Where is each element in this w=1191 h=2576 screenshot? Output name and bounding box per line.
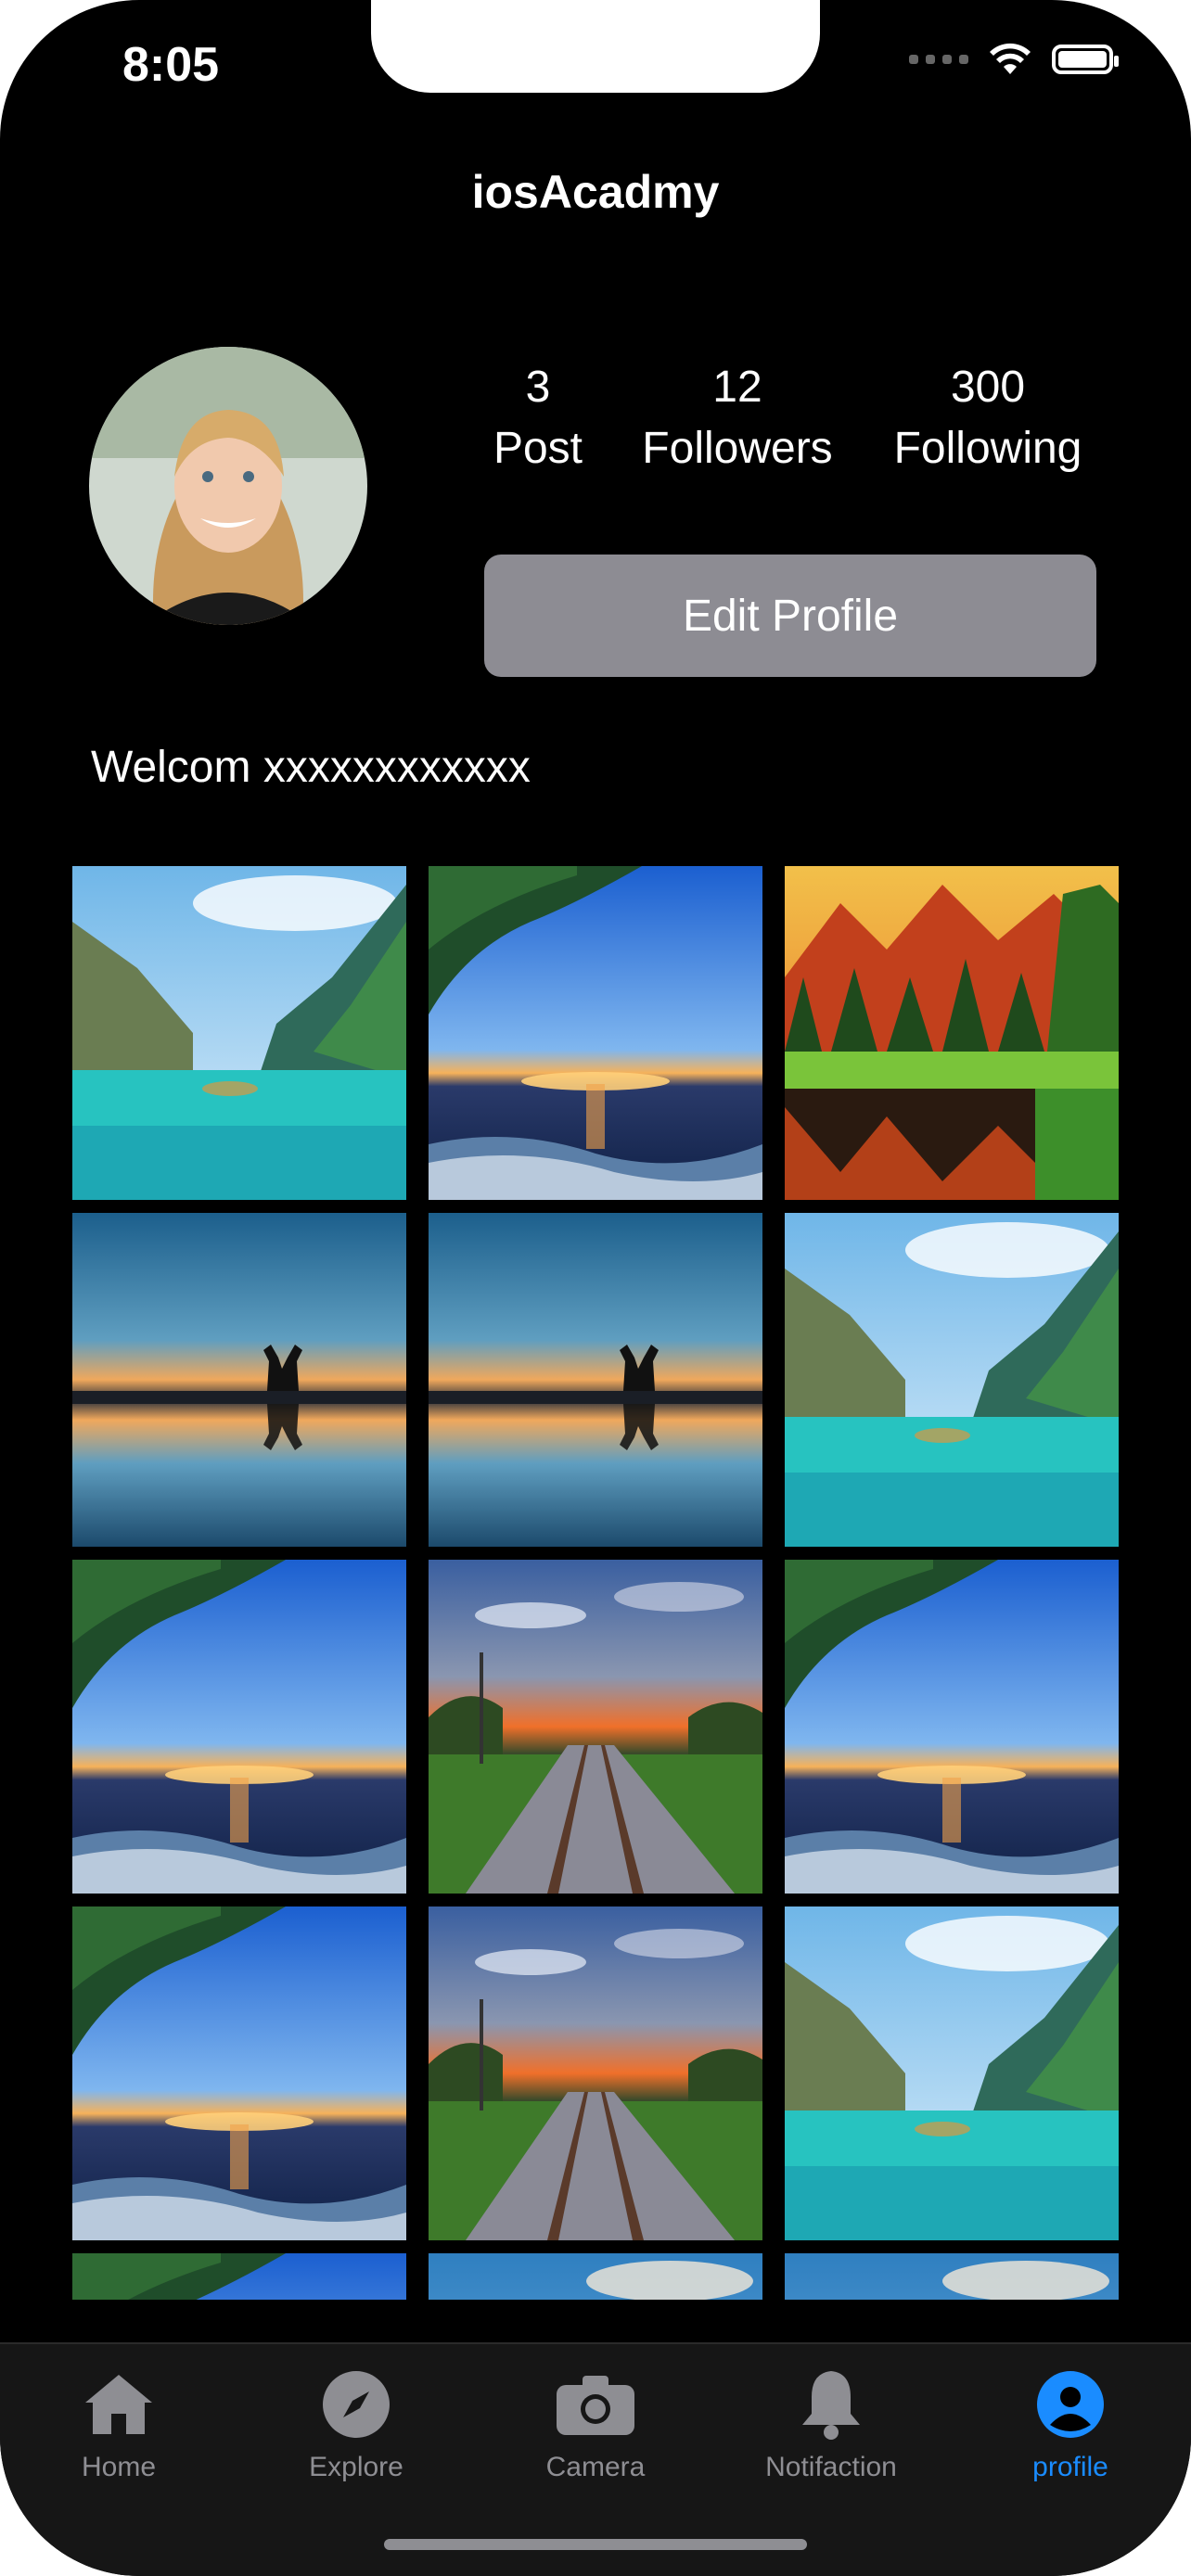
tab-explore[interactable]: Explore (263, 2363, 449, 2483)
photo-thumbnail-ocean-sunset[interactable] (429, 866, 762, 1200)
edit-profile-button[interactable]: Edit Profile (484, 555, 1096, 677)
photo-thumbnail-ocean-sunset[interactable] (72, 2253, 406, 2300)
tab-profile-label: profile (1032, 2452, 1108, 2482)
tab-notification-label: Notifaction (765, 2452, 897, 2482)
photo-thumbnail-blue-sky[interactable] (785, 2253, 1119, 2300)
device-notch (371, 0, 820, 93)
camera-icon (503, 2363, 688, 2446)
home-indicator (384, 2539, 807, 2550)
tab-explore-label: Explore (309, 2452, 403, 2482)
photo-thumbnail-autumn-forest[interactable] (785, 866, 1119, 1200)
tab-home[interactable]: Home (26, 2363, 211, 2483)
photo-thumbnail-ocean-sunset[interactable] (72, 1906, 406, 2240)
photo-thumbnail-lake-mountains[interactable] (72, 866, 406, 1200)
wifi-icon (990, 43, 1031, 74)
photo-thumbnail-couple-sunset[interactable] (429, 1213, 762, 1547)
avatar[interactable] (89, 347, 367, 625)
stat-posts[interactable]: 3 Post (492, 357, 584, 479)
tab-bar: Home Explore Camera Notifaction profile (0, 2342, 1191, 2576)
battery-icon (1052, 45, 1119, 74)
photo-thumbnail-lake-mountains[interactable] (785, 1906, 1119, 2240)
photo-thumbnail-couple-sunset[interactable] (72, 1213, 406, 1547)
stat-followers[interactable]: 12 Followers (631, 357, 844, 479)
stat-followers-value: 12 (712, 363, 762, 412)
compass-icon (263, 2363, 449, 2446)
tab-notification[interactable]: Notifaction (738, 2363, 924, 2483)
tab-home-label: Home (81, 2452, 157, 2482)
welcome-text: Welcom xxxxxxxxxxxx (91, 743, 531, 792)
cellular-signal-icon (909, 55, 968, 64)
stat-following[interactable]: 300 Following (881, 357, 1095, 479)
bell-icon (738, 2363, 924, 2446)
stat-following-value: 300 (950, 363, 1026, 412)
stat-posts-value: 3 (525, 363, 551, 412)
person-circle-icon (978, 2363, 1163, 2446)
photo-thumbnail-railway-sunset[interactable] (429, 1906, 762, 2240)
tab-camera[interactable]: Camera (503, 2363, 688, 2483)
house-icon (26, 2363, 211, 2446)
stat-followers-label: Followers (642, 424, 833, 473)
photo-thumbnail-ocean-sunset[interactable] (72, 1560, 406, 1894)
photo-thumbnail-railway-sunset[interactable] (429, 1560, 762, 1894)
photo-thumbnail-lake-mountains[interactable] (785, 1213, 1119, 1547)
tab-profile[interactable]: profile (978, 2363, 1163, 2483)
stat-following-label: Following (893, 424, 1082, 473)
tab-camera-label: Camera (545, 2452, 646, 2482)
photo-grid (72, 866, 1119, 2300)
status-time: 8:05 (122, 38, 220, 92)
stat-posts-label: Post (493, 424, 583, 473)
status-icons (909, 43, 1119, 76)
photo-thumbnail-ocean-sunset[interactable] (785, 1560, 1119, 1894)
nav-title: iosAcadmy (471, 166, 720, 218)
photo-thumbnail-blue-sky[interactable] (429, 2253, 762, 2300)
